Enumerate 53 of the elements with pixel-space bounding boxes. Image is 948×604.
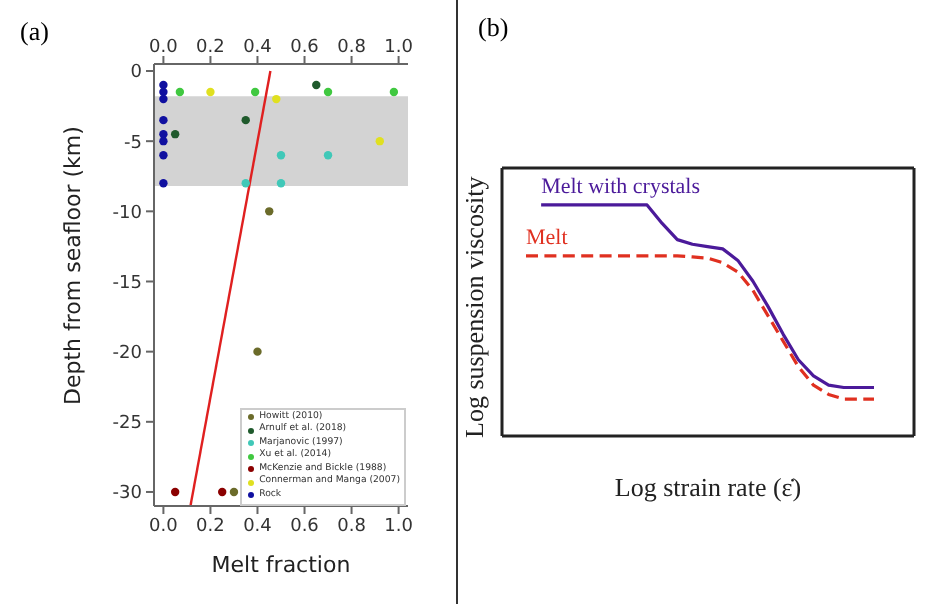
series-label: Melt: [526, 225, 568, 250]
point: [241, 179, 250, 188]
point: [159, 179, 168, 188]
x2-tick-label: 0.0: [149, 516, 179, 537]
x-tick-label: 0.0: [149, 38, 179, 58]
point: [276, 179, 286, 188]
point: [170, 129, 180, 139]
point: [375, 136, 384, 146]
point: [253, 347, 262, 356]
point: [323, 151, 333, 160]
point: [272, 94, 281, 104]
point: [170, 487, 180, 497]
x2-tick-label: 0.8: [337, 516, 367, 537]
point: [229, 487, 239, 497]
y-tick-label: -30: [112, 484, 143, 505]
y-axis-title: Depth from seafloor (km): [59, 126, 86, 405]
point: [323, 87, 333, 97]
chart-title: (a): [20, 16, 49, 48]
point: [159, 80, 168, 90]
y-axis-title: Log suspension viscosity: [459, 175, 490, 438]
series-label: Melt with crystals: [541, 174, 701, 199]
y-tick-label: -20: [112, 344, 143, 365]
y-tick-label: -10: [112, 203, 143, 224]
point: [175, 87, 185, 97]
y-tick-label: -5: [124, 133, 142, 154]
point: [159, 115, 168, 125]
x-axis-title: Log strain rate (ε̇): [614, 472, 802, 502]
point: [206, 87, 215, 97]
point: [218, 487, 227, 497]
point: [250, 87, 260, 97]
point: [265, 207, 274, 216]
x2-tick-label: 0.4: [243, 516, 273, 537]
x2-tick-label: 0.6: [290, 516, 320, 537]
point: [159, 151, 168, 160]
chart-title: (b): [478, 12, 509, 44]
x-axis-title: Melt fraction: [211, 552, 351, 578]
x-tick-label: 1.0: [384, 38, 414, 58]
point: [159, 94, 168, 104]
point: [159, 87, 168, 97]
point: [276, 151, 286, 160]
point: [241, 115, 250, 125]
x-tick-label: 0.2: [196, 38, 225, 58]
point: [312, 80, 321, 90]
y-tick-label: 0: [130, 63, 143, 84]
x-tick-label: 0.8: [337, 38, 367, 58]
y-tick-label: -15: [112, 273, 142, 294]
point: [159, 129, 168, 139]
x2-tick-label: 0.2: [196, 516, 225, 537]
x2-tick-label: 1.0: [384, 516, 414, 537]
x-tick-label: 0.6: [290, 38, 320, 58]
point: [389, 87, 399, 97]
x-tick-label: 0.4: [243, 38, 273, 58]
y-tick-label: -25: [112, 414, 142, 435]
